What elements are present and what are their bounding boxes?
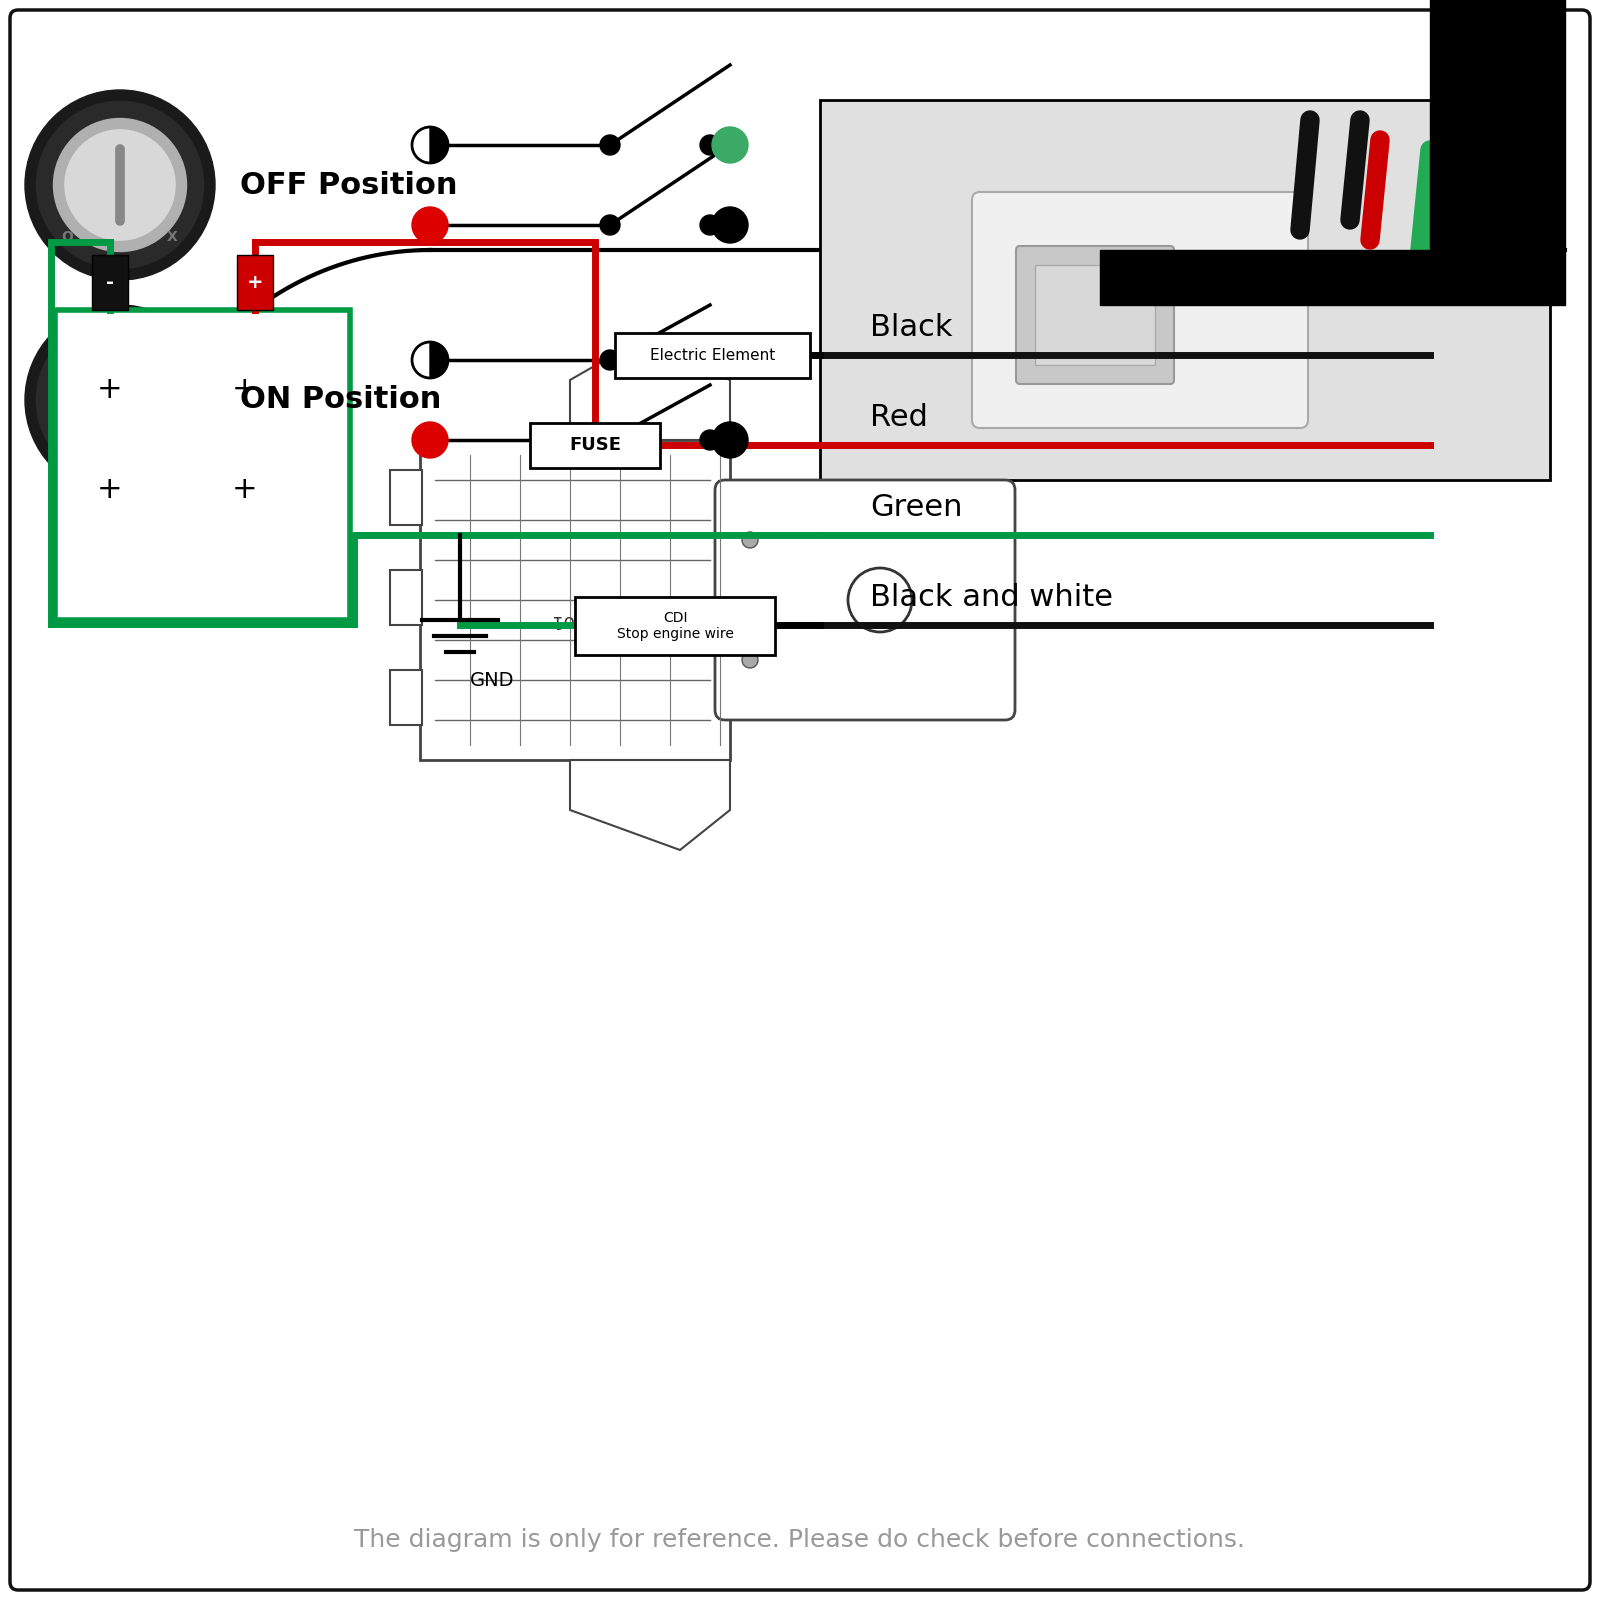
Circle shape [742, 653, 758, 669]
Circle shape [701, 134, 720, 155]
Text: The diagram is only for reference. Please do check before connections.: The diagram is only for reference. Pleas… [355, 1528, 1245, 1552]
Circle shape [413, 126, 448, 163]
Text: FUSE: FUSE [570, 437, 621, 454]
Circle shape [413, 422, 448, 458]
Text: GND: GND [470, 670, 515, 690]
Circle shape [600, 214, 621, 235]
Text: Red: Red [870, 403, 928, 432]
Circle shape [712, 206, 749, 243]
Circle shape [66, 130, 174, 240]
FancyBboxPatch shape [574, 597, 774, 654]
Circle shape [53, 118, 187, 251]
Circle shape [53, 333, 187, 467]
Circle shape [848, 568, 912, 632]
FancyBboxPatch shape [1016, 246, 1174, 384]
Circle shape [600, 430, 621, 450]
Text: ON Position: ON Position [240, 386, 442, 414]
Circle shape [66, 346, 174, 454]
Circle shape [413, 342, 448, 378]
Circle shape [701, 430, 720, 450]
Circle shape [37, 317, 203, 483]
FancyBboxPatch shape [973, 192, 1309, 427]
Text: +: + [246, 272, 264, 291]
Circle shape [600, 350, 621, 370]
Circle shape [712, 422, 749, 458]
Polygon shape [1430, 0, 1565, 250]
Circle shape [742, 531, 758, 547]
Text: Po1: Po1 [549, 611, 581, 629]
FancyBboxPatch shape [93, 254, 128, 310]
Polygon shape [570, 760, 730, 850]
FancyBboxPatch shape [1035, 266, 1155, 365]
Text: Black and white: Black and white [870, 582, 1114, 611]
FancyBboxPatch shape [54, 310, 350, 619]
Circle shape [37, 101, 203, 269]
Circle shape [26, 306, 214, 494]
Polygon shape [1101, 250, 1565, 306]
Text: OFF Position: OFF Position [240, 171, 458, 200]
Text: O: O [62, 230, 74, 245]
Text: Green: Green [870, 493, 963, 522]
Circle shape [600, 134, 621, 155]
Text: X: X [166, 445, 178, 459]
FancyBboxPatch shape [614, 333, 810, 378]
FancyBboxPatch shape [390, 470, 422, 525]
Text: CDI
Stop engine wire: CDI Stop engine wire [616, 611, 733, 642]
Circle shape [26, 90, 214, 280]
Text: X: X [166, 230, 178, 245]
Circle shape [413, 206, 448, 243]
Circle shape [701, 350, 720, 370]
Text: Electric Element: Electric Element [650, 349, 774, 363]
Text: O: O [62, 445, 74, 459]
Text: Black: Black [870, 312, 952, 341]
Polygon shape [570, 341, 730, 440]
Polygon shape [430, 342, 448, 378]
FancyBboxPatch shape [819, 99, 1550, 480]
FancyBboxPatch shape [419, 440, 730, 760]
FancyBboxPatch shape [390, 670, 422, 725]
FancyBboxPatch shape [715, 480, 1014, 720]
Circle shape [712, 126, 749, 163]
Text: +: + [98, 376, 123, 405]
Polygon shape [430, 126, 448, 163]
Text: +: + [232, 376, 258, 405]
Circle shape [701, 214, 720, 235]
FancyBboxPatch shape [237, 254, 274, 310]
Text: -: - [106, 272, 114, 291]
Text: +: + [98, 475, 123, 504]
FancyBboxPatch shape [390, 570, 422, 626]
Text: +: + [232, 475, 258, 504]
FancyBboxPatch shape [530, 422, 661, 467]
Circle shape [712, 342, 749, 378]
FancyBboxPatch shape [10, 10, 1590, 1590]
